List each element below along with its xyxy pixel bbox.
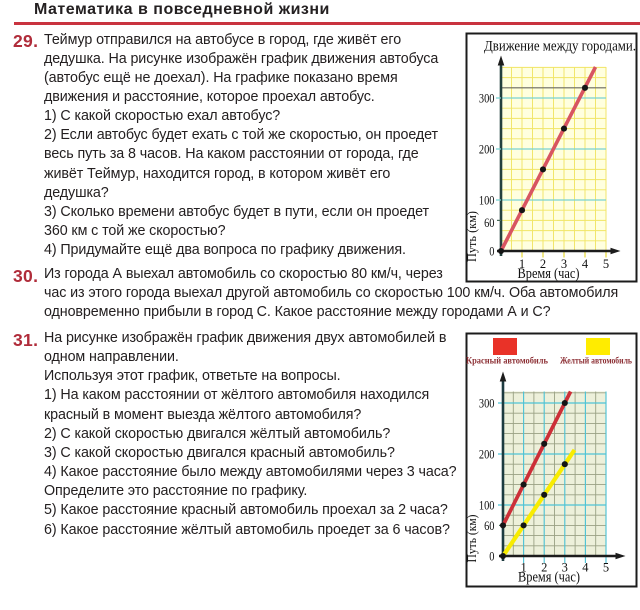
svg-text:Движение между городами.: Движение между городами. [484,39,636,55]
svg-text:Время (час): Время (час) [518,570,580,586]
svg-text:3: 3 [562,561,568,575]
svg-text:200: 200 [479,143,495,157]
svg-text:Путь (км): Путь (км) [465,211,479,262]
svg-text:0: 0 [489,245,494,259]
svg-text:4: 4 [582,257,589,271]
svg-text:2: 2 [541,561,547,575]
svg-text:200: 200 [479,448,495,462]
svg-text:3: 3 [561,257,567,271]
svg-text:60: 60 [484,519,494,533]
svg-text:2: 2 [540,257,546,271]
svg-text:Красный автомобиль: Красный автомобиль [466,356,548,366]
svg-text:100: 100 [479,499,495,513]
svg-text:5: 5 [603,257,609,271]
svg-text:Путь (км): Путь (км) [465,515,479,563]
svg-text:300: 300 [479,92,495,106]
svg-text:1: 1 [520,561,526,575]
svg-text:300: 300 [479,397,495,411]
svg-text:60: 60 [484,216,494,230]
svg-text:Время (час): Время (час) [518,266,580,282]
svg-text:0: 0 [489,550,494,564]
svg-text:100: 100 [479,194,495,208]
svg-text:4: 4 [582,561,589,575]
svg-text:1: 1 [519,257,525,271]
svg-text:5: 5 [603,561,609,575]
svg-text:Желтый автомобиль: Желтый автомобиль [560,356,632,366]
